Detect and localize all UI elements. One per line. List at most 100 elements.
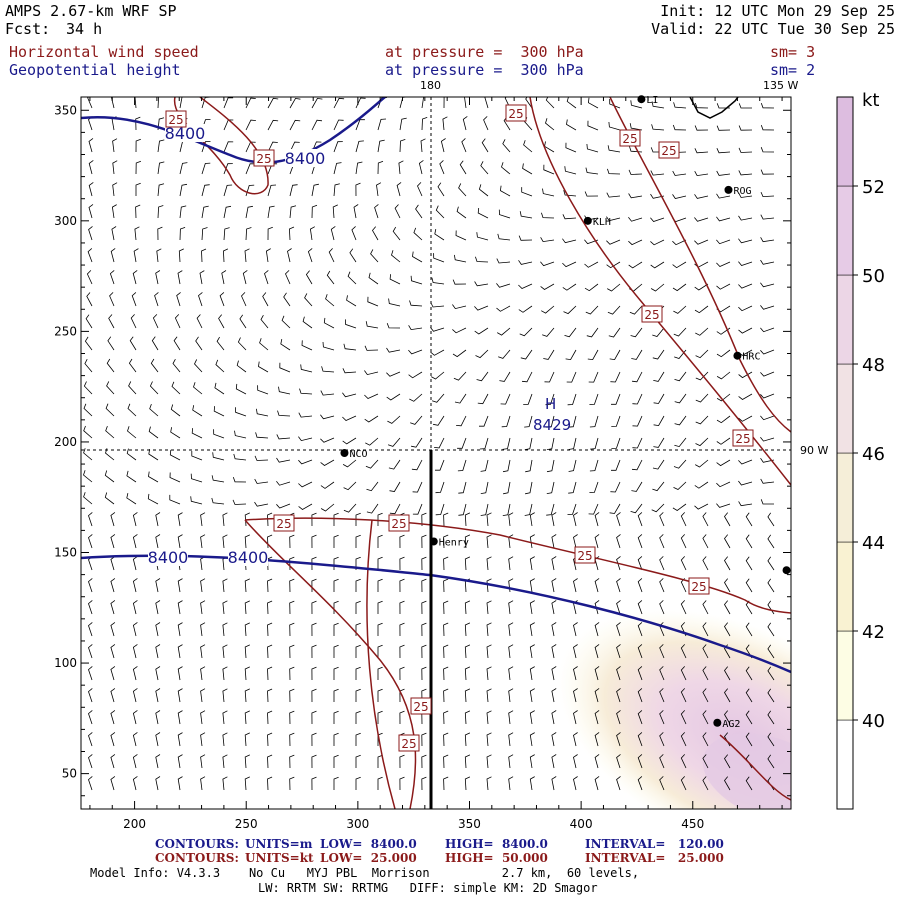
wind-barb (443, 710, 449, 725)
wind-barb (503, 481, 511, 495)
wind-barb (457, 459, 467, 472)
wind-barb (767, 622, 775, 637)
wind-barb (760, 282, 775, 288)
wind-barb (502, 139, 511, 153)
wind-barb (213, 429, 225, 439)
wind-barb (525, 481, 533, 495)
wind-barb (333, 534, 339, 548)
wind-barb (223, 119, 234, 131)
wind-barb (155, 578, 161, 593)
wind-barb (628, 217, 643, 222)
wind-barb (702, 754, 709, 769)
wind-barb (410, 415, 423, 425)
wind-barb (421, 578, 427, 593)
wind-barb (277, 410, 291, 417)
wind-barb (611, 415, 621, 427)
speed-label-box (410, 697, 432, 715)
wind-barb (456, 415, 467, 427)
wind-barb (702, 644, 709, 659)
wind-barb (333, 688, 339, 702)
station-label: HRC (742, 352, 760, 363)
wind-barb (573, 644, 578, 659)
wind-barb (109, 270, 115, 285)
wind-barb (132, 534, 138, 549)
wind-barb (394, 204, 401, 219)
wind-barb (573, 776, 578, 791)
wind-barb (245, 205, 253, 219)
wind-barb (307, 248, 313, 263)
wind-barb (415, 204, 423, 219)
wind-barb (289, 205, 297, 219)
wind-barb (157, 161, 165, 175)
wind-barb (498, 209, 511, 219)
wind-barb (637, 710, 643, 725)
wind-barb (311, 534, 317, 549)
wind-barb (83, 470, 93, 483)
wind-barb (109, 292, 115, 307)
wind-barb (126, 470, 137, 483)
wind-barb (201, 205, 209, 219)
wind-barb (716, 349, 731, 358)
wind-barb (386, 393, 401, 401)
wind-barb (672, 170, 687, 176)
wind-barb (480, 481, 489, 494)
wind-barb (716, 437, 731, 445)
wind-barb (702, 688, 709, 703)
wind-barb (399, 710, 405, 725)
station-dot (583, 216, 592, 225)
wind-barb (738, 238, 753, 244)
wind-barb (724, 578, 731, 593)
wind-barb (200, 578, 206, 593)
wind-barb (342, 459, 357, 468)
model-title: AMPS 2.67-km WRF SP (5, 2, 177, 20)
wind-barb (551, 578, 557, 593)
wind-barb (496, 258, 511, 264)
wind-barb (170, 427, 181, 439)
wind-barb (155, 270, 161, 285)
wind-barb (508, 732, 514, 747)
wind-barb (377, 556, 383, 570)
wind-barb (333, 754, 339, 768)
wind-barb (738, 393, 753, 400)
colorbar: 40 42 44 46 48 50 52 (836, 96, 885, 810)
wind-barb (745, 534, 753, 549)
wind-barb (680, 754, 687, 769)
wind-barb (694, 171, 709, 177)
wind-barb (83, 448, 93, 461)
wind-barb (355, 556, 361, 570)
wind-barb (745, 578, 753, 593)
wind-barb (431, 277, 445, 285)
speed-label-box (574, 546, 596, 564)
wind-barb (628, 169, 643, 175)
wind-barb (191, 428, 203, 439)
wind-barb (529, 776, 535, 791)
footer-model-info: Model Info: V4.3.3 No Cu MYJ PBL Morriso… (90, 866, 640, 880)
plot-area (81, 97, 791, 809)
wind-barb (259, 338, 269, 351)
wind-barb (343, 481, 357, 491)
wind-barb (430, 302, 445, 308)
colorbar-segment (836, 274, 854, 365)
wind-barb (702, 710, 709, 725)
wind-barb (413, 227, 423, 241)
wind-barb (738, 415, 753, 422)
wind-barb (606, 239, 621, 245)
wind-barb (170, 404, 181, 417)
wind-barb (298, 481, 313, 488)
wind-barb (738, 170, 753, 176)
wind-barb (399, 622, 405, 637)
colorbar-unit: kt (862, 90, 880, 111)
wind-barb (421, 754, 427, 769)
wind-barb (544, 371, 555, 383)
height-contours (81, 97, 791, 674)
wind-barb (149, 381, 159, 395)
wind-barb (518, 260, 533, 265)
wind-barb (388, 298, 401, 307)
wind-barb (672, 124, 687, 131)
wind-barb (222, 776, 228, 791)
wind-barb (333, 512, 339, 526)
colorbar-label: 40 (862, 711, 885, 732)
wind-barb (760, 499, 774, 505)
wind-barb (631, 349, 643, 360)
wind-barb (738, 192, 753, 198)
